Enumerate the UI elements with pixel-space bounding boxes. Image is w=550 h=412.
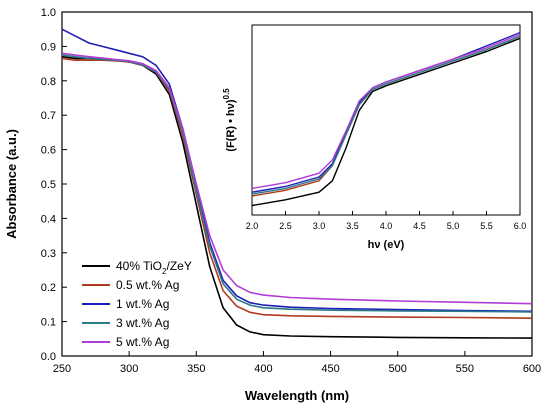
main-x-tick-label: 600 xyxy=(523,363,541,375)
main-x-axis-ticks: 250 300 350 400 450 500 550 600 xyxy=(53,351,541,375)
main-x-tick-label: 400 xyxy=(254,363,272,375)
inset-x-axis-label: hν (eV) xyxy=(368,239,405,251)
main-y-axis-ticks: 0.0 0.1 0.2 0.3 0.4 0.5 0.6 0.7 0.8 0.9 1.0 xyxy=(41,7,67,363)
svg-text:(F(R) • hν)0.5: (F(R) • hν)0.5 xyxy=(222,88,237,152)
inset-series-line-4 xyxy=(251,35,521,195)
inset-x-tick-label: 5.5 xyxy=(480,221,493,231)
inset-x-tick-label: 4.0 xyxy=(380,221,393,231)
main-series-line-5 xyxy=(61,52,533,305)
main-y-axis-label: Absorbance (a.u.) xyxy=(4,129,19,239)
legend-label: 0.5 wt.% Ag xyxy=(116,278,179,292)
inset-x-tick-label: 6.0 xyxy=(514,221,527,231)
main-plot: 250 300 350 400 450 500 550 600 0.0 0.1 0.2 0.3 0.4… xyxy=(4,7,541,403)
legend: 40% TiO2/ZeY 0.5 wt.% Ag 1 wt.% Ag 3 wt.% A… xyxy=(82,259,192,349)
inset-series-line-1 xyxy=(251,37,521,207)
inset-y-axis-label: (F(R) • hν)0.5 xyxy=(222,88,237,152)
inset-x-tick-label: 4.5 xyxy=(413,221,426,231)
inset-y-axis-label-superscript: 0.5 xyxy=(222,88,231,100)
main-y-tick-label: 0.8 xyxy=(41,76,56,88)
inset-x-tick-label: 3.0 xyxy=(313,221,326,231)
main-x-axis-label: Wavelength (nm) xyxy=(245,388,349,403)
main-y-tick-label: 0.9 xyxy=(41,41,56,53)
main-y-tick-label: 0.4 xyxy=(41,213,56,225)
inset-x-tick-label: 3.5 xyxy=(346,221,359,231)
legend-label: 3 wt.% Ag xyxy=(116,316,169,330)
main-series-line-4 xyxy=(61,54,533,313)
main-y-tick-label: 1.0 xyxy=(41,7,56,19)
main-x-tick-label: 350 xyxy=(187,363,205,375)
inset-series-line-5 xyxy=(251,33,521,190)
inset-x-tick-label: 2.0 xyxy=(246,221,259,231)
legend-label: 40% TiO2/ZeY xyxy=(116,259,192,276)
main-y-tick-label: 0.7 xyxy=(41,110,56,122)
main-y-tick-label: 0.3 xyxy=(41,248,56,260)
legend-label: 1 wt.% Ag xyxy=(116,297,169,311)
main-y-tick-label: 0.6 xyxy=(41,145,56,157)
main-y-tick-label: 0.0 xyxy=(41,351,56,363)
main-x-tick-label: 300 xyxy=(120,363,138,375)
main-x-tick-label: 550 xyxy=(456,363,474,375)
inset-series-lines xyxy=(251,31,521,207)
legend-label: 5 wt.% Ag xyxy=(116,335,169,349)
main-y-tick-label: 0.5 xyxy=(41,179,56,191)
main-y-tick-label: 0.2 xyxy=(41,282,56,294)
main-series-lines xyxy=(61,28,533,339)
main-x-tick-label: 500 xyxy=(389,363,407,375)
main-y-tick-label: 0.1 xyxy=(41,317,56,329)
inset-y-axis-label-main: (F(R) • hν) xyxy=(225,99,237,151)
inset-x-axis-ticks: 2.0 2.5 3.0 3.5 4.0 4.5 5.0 5.5 6.0 xyxy=(246,211,527,231)
inset-x-tick-label: 2.5 xyxy=(279,221,292,231)
inset-x-tick-label: 5.0 xyxy=(447,221,460,231)
main-x-tick-label: 450 xyxy=(321,363,339,375)
main-x-tick-label: 250 xyxy=(53,363,71,375)
inset-plot: 2.0 2.5 3.0 3.5 4.0 4.5 5.0 5.5 6.0 hν (eV) (F(R… xyxy=(222,24,527,251)
